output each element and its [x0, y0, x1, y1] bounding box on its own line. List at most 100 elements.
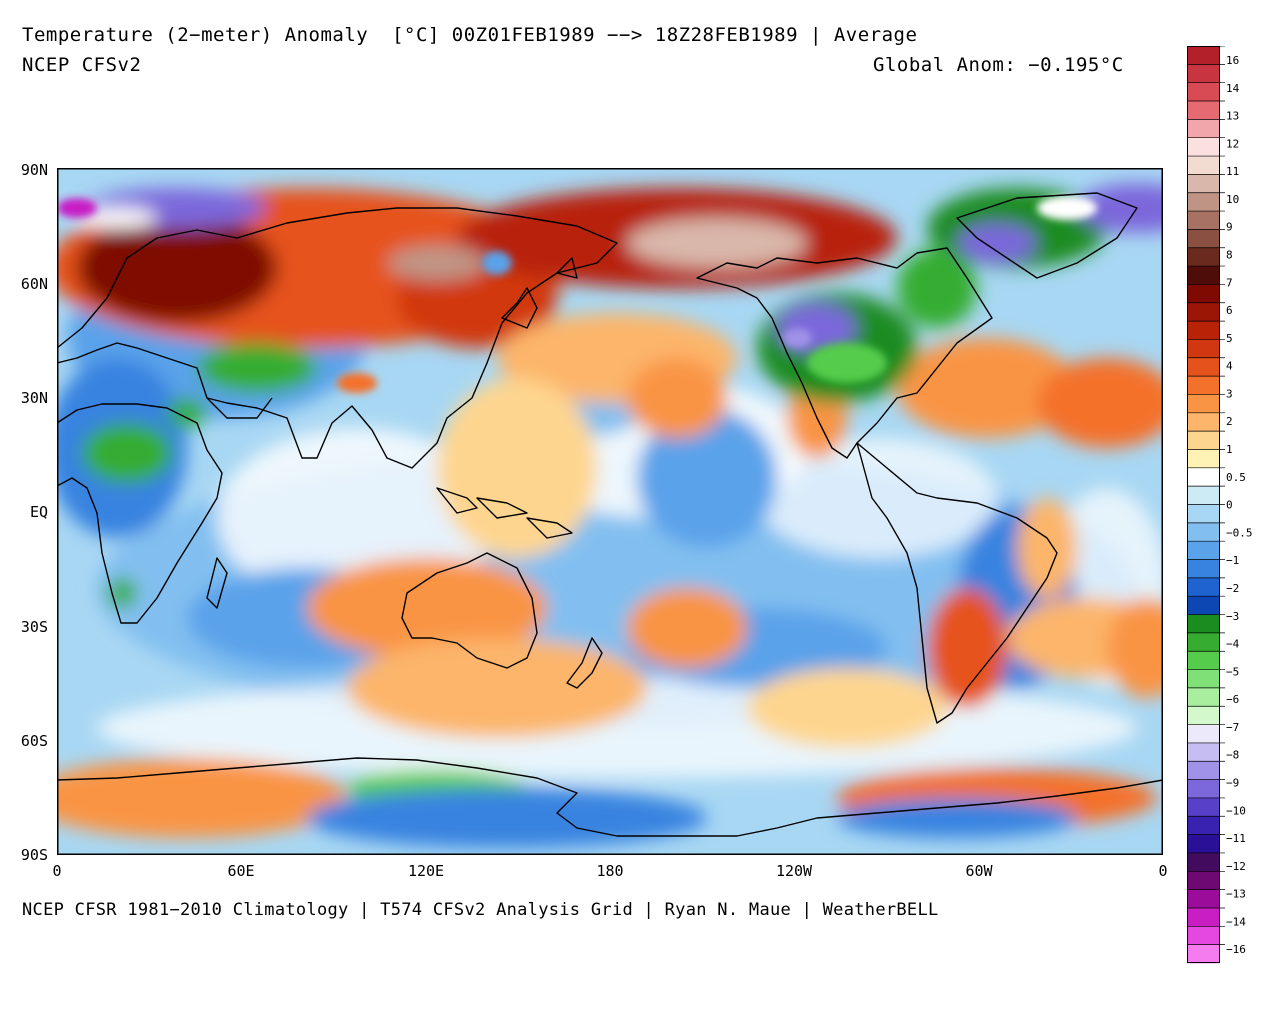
- legend-label: 10: [1226, 193, 1239, 206]
- legend-label: 7: [1226, 276, 1233, 289]
- legend-label: 11: [1226, 165, 1239, 178]
- legend-swatch: [1187, 137, 1220, 157]
- lon-label: 120E: [407, 862, 445, 880]
- legend-label: 3: [1226, 387, 1233, 400]
- legend-swatch: [1187, 119, 1220, 139]
- legend-swatch: [1187, 651, 1220, 670]
- legend-swatch: [1187, 816, 1220, 836]
- legend-label: 5: [1226, 332, 1233, 345]
- legend-swatch: [1187, 376, 1220, 395]
- legend-swatch: [1187, 431, 1220, 450]
- legend-label: 13: [1226, 110, 1239, 123]
- legend-label: −16: [1226, 943, 1246, 956]
- legend-swatch: [1187, 339, 1220, 359]
- legend-swatch: [1187, 467, 1220, 487]
- legend-swatch: [1187, 229, 1220, 249]
- legend-label: 16: [1226, 54, 1239, 67]
- legend-label: 4: [1226, 360, 1233, 373]
- legend-swatch: [1187, 504, 1220, 524]
- lat-label: 90S: [20, 846, 48, 864]
- legend-swatch: [1187, 302, 1220, 322]
- legend-swatch: [1187, 64, 1220, 84]
- legend-swatch: [1187, 192, 1220, 212]
- legend-label: −3: [1226, 610, 1239, 623]
- legend-swatch: [1187, 211, 1220, 230]
- legend-swatch: [1187, 889, 1220, 909]
- legend-label: −1: [1226, 554, 1239, 567]
- legend-swatch: [1187, 779, 1220, 799]
- legend-label: −5: [1226, 665, 1239, 678]
- legend-label: 8: [1226, 249, 1233, 262]
- legend-swatch: [1187, 687, 1220, 707]
- legend-swatch: [1187, 742, 1220, 762]
- legend-swatch: [1187, 266, 1220, 285]
- legend-swatch: [1187, 852, 1220, 872]
- legend-swatch: [1187, 394, 1220, 414]
- legend-label: 14: [1226, 82, 1240, 95]
- legend-label: −11: [1226, 832, 1246, 845]
- lon-label: 60W: [965, 862, 993, 880]
- global-anomaly: Global Anom: −0.195°C: [873, 54, 1124, 76]
- legend-swatch: [1187, 522, 1220, 542]
- legend-swatch: [1187, 871, 1220, 891]
- lat-label: 60N: [20, 275, 48, 293]
- legend-swatch: [1187, 247, 1220, 267]
- legend-swatch: [1187, 321, 1220, 340]
- legend-swatch: [1187, 907, 1220, 927]
- legend-label: −0.5: [1226, 526, 1253, 539]
- credits-footer: NCEP CFSR 1981−2010 Climatology | T574 C…: [22, 900, 939, 920]
- lon-label: 0: [52, 862, 62, 880]
- legend-label: 1: [1226, 443, 1233, 456]
- legend-swatch: [1187, 101, 1220, 120]
- legend-swatch: [1187, 944, 1220, 964]
- legend-label: −7: [1226, 721, 1239, 734]
- model-name: NCEP CFSv2: [22, 54, 142, 76]
- legend-swatch: [1187, 834, 1220, 854]
- legend-swatch: [1187, 669, 1220, 689]
- lat-label: 30S: [20, 618, 48, 636]
- legend-label: 0.5: [1226, 471, 1246, 484]
- fine-anomaly-detail: [57, 196, 1097, 393]
- coastlines: [57, 192, 1163, 837]
- lon-label: 60E: [227, 862, 255, 880]
- legend-swatch: [1187, 412, 1220, 432]
- legend-label: 2: [1226, 415, 1233, 428]
- legend-swatch: [1187, 596, 1220, 615]
- map-frame: [57, 168, 1163, 855]
- map-title: Temperature (2−meter) Anomaly [°C] 00Z01…: [22, 24, 918, 46]
- legend-label: −10: [1226, 804, 1246, 817]
- legend-swatch: [1187, 486, 1220, 505]
- legend-swatch: [1187, 46, 1220, 65]
- lat-label: 60S: [20, 732, 48, 750]
- legend-label: −2: [1226, 582, 1239, 595]
- lon-label: 180: [596, 862, 624, 880]
- legend-frame: [1187, 46, 1220, 963]
- lon-label: 0: [1158, 862, 1168, 880]
- anomaly-field: [57, 183, 1163, 848]
- legend-swatch: [1187, 614, 1220, 634]
- legend-label: −6: [1226, 693, 1239, 706]
- legend-swatch: [1187, 706, 1220, 725]
- lon-label: 120W: [775, 862, 813, 880]
- legend-label: −14: [1226, 915, 1246, 928]
- color-legend: 16 14 13 12 11 10 9 8 7 6 5 4 3 2 1 0.5 0 −0.5 −1 −2 −3 −4 −5 −…: [1187, 46, 1253, 964]
- legend-label: −9: [1226, 776, 1239, 789]
- legend-swatch: [1187, 541, 1220, 560]
- legend-swatch: [1187, 156, 1220, 175]
- legend-swatch: [1187, 632, 1220, 652]
- legend-swatch: [1187, 82, 1220, 102]
- legend-label: 0: [1226, 499, 1233, 512]
- legend-label: −8: [1226, 749, 1239, 762]
- legend-swatch: [1187, 724, 1220, 744]
- legend-label: 9: [1226, 221, 1233, 234]
- legend-label: −4: [1226, 638, 1240, 651]
- legend-swatch: [1187, 577, 1220, 597]
- lat-label: 90N: [20, 161, 48, 179]
- legend-swatch: [1187, 284, 1220, 304]
- legend-swatch: [1187, 174, 1220, 194]
- lat-label: 30N: [20, 389, 48, 407]
- anomaly-map: [57, 168, 1163, 855]
- legend-swatch: [1187, 449, 1220, 469]
- legend-swatch: [1187, 797, 1220, 817]
- legend-swatch: [1187, 761, 1220, 780]
